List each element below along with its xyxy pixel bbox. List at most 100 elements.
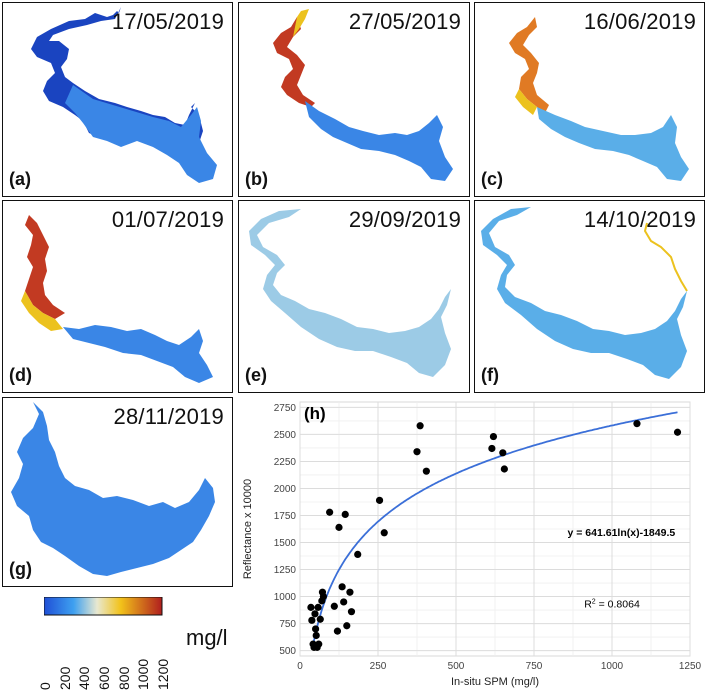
- panel-date: 27/05/2019: [348, 9, 461, 34]
- data-point: [416, 422, 424, 430]
- map-panel-b: 27/05/2019 (b): [238, 2, 470, 197]
- data-point: [346, 588, 354, 596]
- scatter-chart: 0 250 500 750 1000 1250 500 750 1000 1250 1500 1750…: [242, 401, 702, 688]
- y-tick-label: 750: [279, 619, 296, 630]
- x-tick-label: 0: [297, 661, 303, 672]
- data-point: [500, 465, 508, 473]
- data-point: [341, 510, 349, 519]
- data-point: [312, 625, 320, 633]
- data-point: [315, 640, 323, 648]
- data-point: [307, 603, 315, 611]
- reservoir-lower: [63, 325, 213, 383]
- reservoir-lower: [537, 107, 689, 181]
- map-panel-e: 29/09/2019 (e): [238, 200, 470, 393]
- data-point: [489, 432, 498, 441]
- y-tick-label: 1250: [274, 565, 297, 576]
- panel-label: (e): [245, 365, 267, 385]
- x-tick-label: 1250: [679, 661, 702, 672]
- panel-label: (a): [9, 169, 31, 189]
- panel-date: 01/07/2019: [111, 207, 224, 232]
- panel-label: (b): [245, 169, 268, 189]
- panel-label: (g): [9, 559, 32, 579]
- river-mid: [21, 291, 63, 331]
- data-point: [319, 592, 327, 601]
- colorbar: [44, 597, 163, 616]
- y-tick-label: 1500: [274, 538, 297, 549]
- r-squared-prefix: R: [584, 598, 592, 610]
- r-squared-value: = 0.8064: [596, 598, 640, 610]
- data-point: [326, 508, 334, 516]
- river-head: [293, 9, 309, 37]
- tributary: [643, 222, 688, 292]
- panel-date: 14/10/2019: [583, 207, 696, 232]
- river-upper: [273, 17, 315, 107]
- data-point: [338, 583, 346, 591]
- colorbar-tick-label: 1200: [155, 658, 171, 690]
- panel-label: (d): [9, 365, 32, 385]
- panel-date: 28/11/2019: [113, 404, 224, 429]
- data-point: [380, 529, 388, 537]
- fit-curve: [311, 411, 678, 649]
- data-point: [314, 603, 322, 611]
- panel-date: 16/06/2019: [583, 9, 696, 34]
- reservoir-map-g: [11, 402, 215, 576]
- reservoir-map-e: [249, 209, 451, 377]
- map-panel-f: 14/10/2019 (f): [474, 200, 705, 393]
- data-point: [340, 598, 348, 606]
- map-panel-d: 01/07/2019 (d): [2, 200, 233, 393]
- data-point: [633, 420, 641, 428]
- data-point: [308, 616, 316, 624]
- y-tick-label: 1000: [274, 592, 297, 603]
- panel-date: 29/09/2019: [348, 207, 461, 232]
- colorbar-tick-label: 400: [76, 666, 93, 690]
- data-point: [488, 444, 496, 453]
- reservoir-lower: [305, 101, 453, 181]
- r-squared: R2 = 0.8064: [584, 598, 640, 610]
- reservoir-map-f: [481, 207, 688, 379]
- y-tick-label: 2000: [274, 484, 297, 495]
- data-point: [413, 448, 421, 456]
- r-squared-sup: 2: [592, 598, 596, 605]
- river-upper: [25, 215, 65, 319]
- data-point: [347, 608, 356, 616]
- panel-label: (c): [481, 169, 503, 189]
- colorbar-tick-label: 800: [115, 666, 132, 690]
- data-point: [375, 496, 384, 504]
- x-tick-label: 750: [526, 661, 543, 672]
- x-axis-label: In-situ SPM (mg/l): [451, 676, 539, 688]
- reservoir-full: [481, 207, 687, 379]
- river-upper: [509, 17, 549, 113]
- panel-label-h: (h): [304, 404, 326, 423]
- colorbar-tick-label: 0: [37, 682, 53, 690]
- x-tick-label: 500: [448, 661, 465, 672]
- data-point: [330, 602, 338, 610]
- reservoir-lower: [65, 85, 217, 183]
- reservoir-full: [249, 209, 451, 377]
- y-tick-label: 500: [279, 646, 296, 657]
- x-tick-label: 250: [370, 661, 387, 672]
- data-point: [312, 631, 320, 640]
- reservoir-map-a: [31, 7, 217, 183]
- reservoir-full: [11, 402, 215, 576]
- data-point: [333, 627, 342, 635]
- map-panel-a: 17/05/2019 (a): [2, 2, 233, 197]
- colorbar-tick-label: 1000: [135, 658, 152, 690]
- colorbar-unit: mg/l: [186, 625, 228, 650]
- data-point: [335, 523, 343, 531]
- map-panel-c: 16/06/2019 (c): [474, 2, 705, 197]
- reservoir-map-d: [21, 215, 213, 383]
- data-point: [343, 622, 351, 630]
- x-tick-label: 1000: [601, 661, 624, 672]
- reservoir-map-b: [273, 9, 453, 181]
- colorbar-tick-label: 600: [96, 666, 112, 690]
- reservoir-map-c: [509, 17, 689, 181]
- river-mid: [515, 89, 537, 115]
- data-point: [316, 615, 324, 623]
- data-point: [422, 467, 430, 475]
- panel-date: 17/05/2019: [111, 9, 224, 34]
- data-point: [499, 449, 507, 457]
- map-panel-g: 28/11/2019 (g): [2, 397, 233, 587]
- y-axis-label: Reflectance x 10000: [242, 479, 254, 579]
- data-point: [673, 428, 682, 436]
- data-point: [311, 610, 319, 618]
